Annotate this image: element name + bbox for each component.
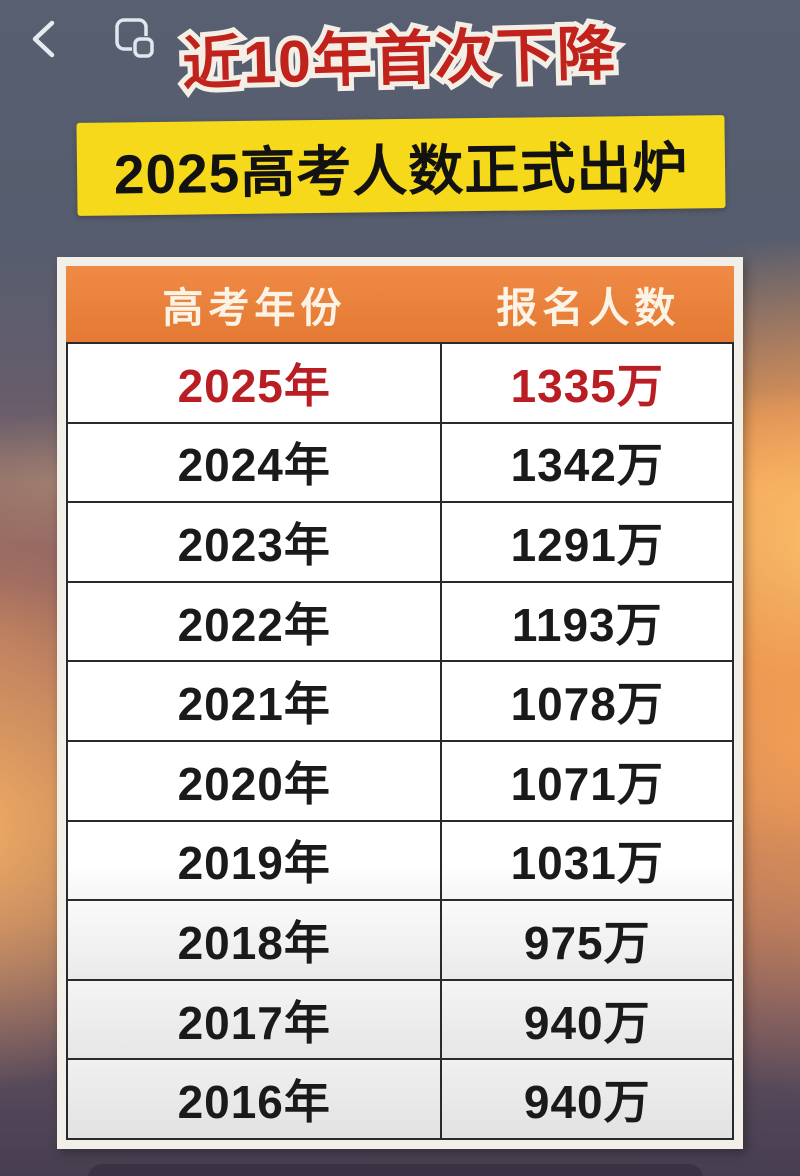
table-row-2019: 2019年 1031万 bbox=[68, 821, 732, 902]
count-cell: 1071万 bbox=[510, 757, 664, 810]
count-cell: 940万 bbox=[523, 1076, 651, 1129]
table-row-2021: 2021年 1078万 bbox=[68, 662, 732, 742]
banner-title: 2025高考人数正式出炉 bbox=[76, 115, 726, 216]
year-cell: 2021年 bbox=[68, 662, 443, 740]
table-row-2017: 2017年 940万 bbox=[68, 980, 732, 1061]
year-cell: 2019年 bbox=[68, 821, 443, 900]
table-row-2016: 2016年 940万 bbox=[68, 1060, 732, 1138]
count-cell: 1335万 bbox=[510, 359, 664, 412]
count-cell: 975万 bbox=[523, 916, 651, 969]
gaokao-table: 高考年份 报名人数 2025年 1335万 2024年 1342万 2023年 … bbox=[57, 257, 743, 1149]
table-body: 2025年 1335万 2024年 1342万 2023年 1291万 2022… bbox=[66, 342, 734, 1140]
count-cell: 1342万 bbox=[510, 439, 664, 492]
table-row-2025: 2025年 1335万 bbox=[68, 344, 732, 424]
table-row-2018: 2018年 975万 bbox=[68, 901, 732, 981]
count-cell: 1031万 bbox=[510, 837, 664, 890]
year-cell: 2023年 bbox=[68, 503, 443, 581]
table-header-row: 高考年份 报名人数 bbox=[66, 266, 734, 342]
count-cell: 1193万 bbox=[511, 598, 663, 651]
table-row-2020: 2020年 1071万 bbox=[68, 741, 732, 822]
year-cell: 2022年 bbox=[68, 582, 443, 661]
table-row-2022: 2022年 1193万 bbox=[68, 582, 732, 663]
copy-button[interactable] bbox=[110, 12, 160, 66]
back-button[interactable] bbox=[26, 18, 62, 60]
caption-bubble-edge bbox=[88, 1164, 703, 1176]
column-header-year: 高考年份 bbox=[162, 285, 347, 331]
year-cell: 2020年 bbox=[68, 741, 443, 820]
headline-text: 近10年首次下降 bbox=[181, 20, 619, 98]
year-cell: 2017年 bbox=[68, 980, 443, 1059]
year-cell: 2024年 bbox=[68, 423, 443, 502]
column-header-count: 报名人数 bbox=[496, 285, 681, 331]
copy-pages-icon bbox=[110, 18, 160, 70]
chevron-left-icon bbox=[26, 20, 62, 64]
table-row-2024: 2024年 1342万 bbox=[68, 423, 732, 504]
count-cell: 1291万 bbox=[510, 518, 664, 571]
count-cell: 1078万 bbox=[510, 678, 664, 731]
year-cell: 2018年 bbox=[68, 901, 443, 979]
year-cell: 2016年 bbox=[68, 1060, 443, 1138]
count-cell: 940万 bbox=[523, 996, 651, 1049]
year-cell: 2025年 bbox=[68, 344, 443, 422]
table-row-2023: 2023年 1291万 bbox=[68, 503, 732, 583]
